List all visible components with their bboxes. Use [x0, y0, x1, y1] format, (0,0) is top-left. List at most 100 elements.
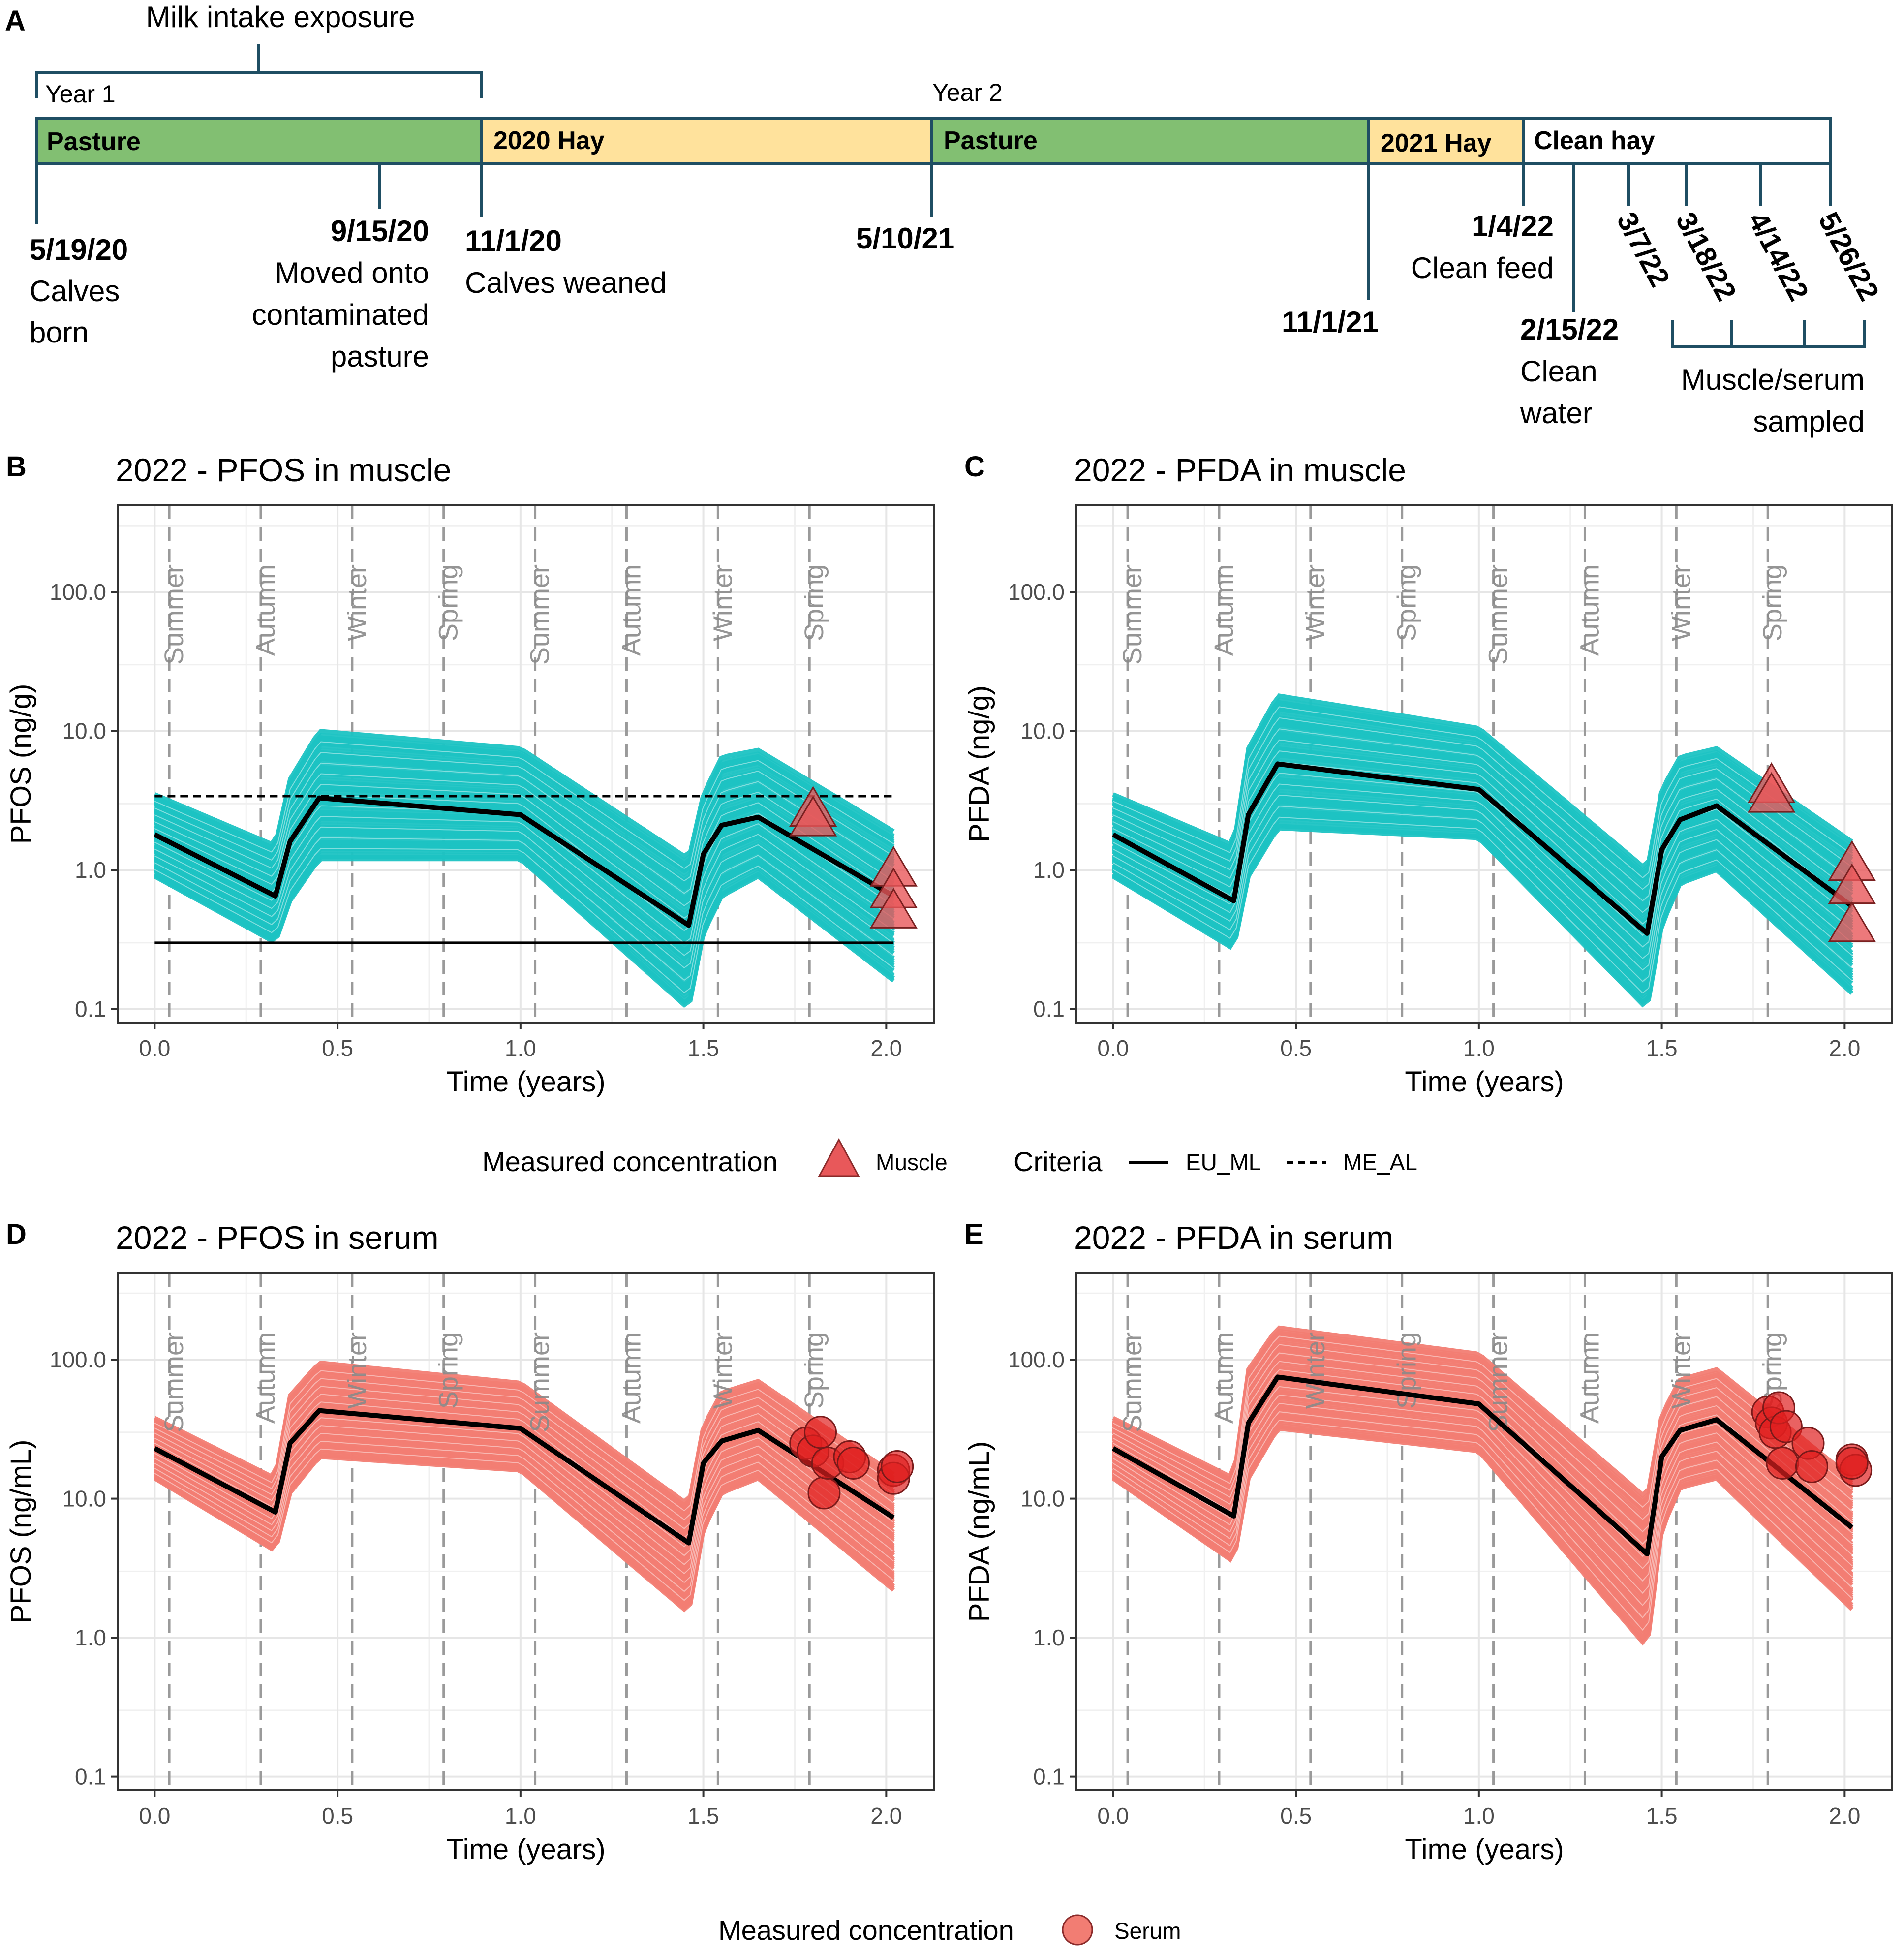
phase-pasture-2 — [930, 117, 1370, 165]
axes: 0.0 0.5 1.0 1.5 2.0 0.1 1.0 10.0 100.0 Time (year… — [963, 579, 1860, 1098]
season-label: Autumn — [1209, 1332, 1239, 1424]
event-desc-weaned: Calves weaned — [465, 266, 667, 299]
season-label: Winter — [1666, 1332, 1696, 1409]
event-date-calves-born: 5/19/20 — [30, 233, 128, 266]
simulation-highlight — [1112, 794, 1852, 971]
median-line — [154, 795, 895, 928]
simulation-highlight — [154, 741, 894, 869]
simulation-highlight — [1112, 1352, 1852, 1532]
serum-point — [1835, 1446, 1869, 1480]
legend-eu-ml: EU_ML — [1186, 1149, 1261, 1175]
year1-label: Year 1 — [45, 80, 116, 108]
y-tick-label: 10.0 — [1020, 718, 1065, 744]
serum-point — [881, 1450, 914, 1483]
chart-title: 2022 - PFOS in serum — [116, 1219, 439, 1256]
simulation-line — [154, 822, 895, 968]
event-desc-moved-2: contaminated — [252, 298, 429, 331]
median-line — [1111, 761, 1854, 936]
x-axis-label: Time (years) — [1405, 1066, 1564, 1098]
measured-points — [1748, 762, 1876, 942]
sampling-label-1: Muscle/serum — [1681, 363, 1865, 396]
milk-intake-bracket — [35, 44, 483, 98]
season-label: Summer — [159, 1332, 189, 1432]
sampling-label-2: sampled — [1753, 405, 1865, 438]
season-label: Summer — [1484, 1332, 1513, 1432]
median-line — [1111, 1374, 1854, 1556]
x-tick-label: 1.0 — [505, 1803, 536, 1829]
event-desc-calves-born-2: born — [30, 316, 89, 349]
x-tick-label: 0.0 — [139, 1803, 170, 1829]
timeline-phase-bar: Pasture 2020 Hay Pasture 2021 Hay Clean … — [35, 117, 1832, 165]
y-tick-label: 1.0 — [75, 857, 106, 883]
phase-label-pasture-1: Pasture — [47, 127, 141, 156]
y-tick-label: 10.0 — [1020, 1486, 1065, 1512]
x-tick-label: 0.5 — [1280, 1803, 1312, 1829]
measured-points — [789, 786, 918, 929]
simulation-highlight — [1112, 728, 1852, 901]
plot-border — [1075, 1272, 1893, 1791]
plot-border — [1075, 504, 1893, 1024]
event-desc-clean-water-1: Clean — [1520, 355, 1597, 388]
event-date-11-1-21: 11/1/21 — [1282, 306, 1379, 339]
x-tick-label: 2.0 — [870, 1803, 902, 1829]
serum-point — [1795, 1450, 1828, 1483]
season-label: Summer — [159, 564, 189, 665]
y-tick-label: 1.0 — [75, 1625, 106, 1650]
y-tick-label: 10.0 — [62, 718, 106, 744]
panel-letter: E — [964, 1218, 983, 1250]
legend-serum-title: Measured concentration — [718, 1915, 1014, 1946]
panel-letter-a: A — [5, 5, 26, 37]
milk-intake-label: Milk intake exposure — [146, 0, 415, 33]
y-tick-label: 0.1 — [1033, 996, 1065, 1022]
x-tick-label: 0.5 — [322, 1803, 353, 1829]
muscle-point — [789, 795, 837, 837]
phase-pasture-1 — [35, 117, 483, 165]
event-desc-moved-1: Moved onto — [275, 256, 429, 289]
event-date-weaned: 11/1/20 — [465, 224, 562, 257]
chart-title: 2022 - PFDA in muscle — [1074, 452, 1406, 488]
simulation-highlight — [154, 1440, 894, 1592]
legend-muscle: Measured concentration Muscle Criteria E… — [482, 1138, 1417, 1177]
y-axis-label: PFDA (ng/g) — [963, 685, 995, 842]
season-labels: Summer Autumn Winter Spring Summer Autumn Wint… — [1118, 564, 1787, 665]
x-tick-label: 2.0 — [870, 1035, 902, 1061]
x-tick-label: 0.5 — [1280, 1035, 1312, 1061]
x-tick-label: 2.0 — [1829, 1803, 1860, 1829]
simulation-highlight — [154, 1448, 894, 1601]
phase-clean-hay — [1522, 117, 1832, 165]
median-line — [153, 1408, 895, 1546]
simulation-highlight — [154, 1370, 894, 1512]
simulation-highlight — [1112, 806, 1852, 982]
simulation-highlight — [154, 1378, 894, 1520]
year2-label: Year 2 — [932, 79, 1003, 106]
legend-serum: Measured concentration Serum — [718, 1914, 1181, 1946]
serum-point — [1766, 1446, 1799, 1480]
x-tick-label: 0.0 — [1097, 1035, 1129, 1061]
x-axis-label: Time (years) — [1405, 1833, 1564, 1865]
season-label: Winter — [1301, 1332, 1330, 1409]
season-labels: Summer Autumn Winter Spring Summer Autumn Wint… — [159, 564, 829, 665]
y-tick-label: 100.0 — [50, 579, 106, 605]
y-tick-label: 0.1 — [75, 1764, 106, 1790]
season-label: Summer — [1118, 1332, 1147, 1432]
chart-title: 2022 - PFOS in muscle — [116, 452, 451, 488]
axes: 0.0 0.5 1.0 1.5 2.0 0.1 1.0 10.0 100.0 Time (year… — [5, 579, 902, 1098]
season-label: Spring — [799, 564, 829, 641]
simulation-highlight — [154, 762, 894, 894]
timeline-event-ticks — [35, 163, 1866, 348]
season-label: Autumn — [616, 564, 646, 656]
season-label: Winter — [1301, 564, 1330, 641]
x-tick-label: 1.0 — [1463, 1803, 1495, 1829]
simulation-line — [1112, 1325, 1854, 1498]
panel-letter: D — [6, 1218, 27, 1250]
legend-serum-item: Serum — [1114, 1918, 1181, 1944]
simulation-highlight — [1112, 1335, 1852, 1508]
measured-points — [789, 1416, 914, 1510]
plot-border — [117, 504, 935, 1024]
legend-triangle-icon — [818, 1138, 860, 1177]
event-date-5-10-21: 5/10/21 — [856, 222, 954, 255]
muscle-point — [1828, 901, 1876, 942]
legend-muscle-item: Muscle — [876, 1149, 948, 1175]
serum-point — [807, 1476, 841, 1510]
phase-label-hay-2020: 2020 Hay — [493, 126, 605, 155]
